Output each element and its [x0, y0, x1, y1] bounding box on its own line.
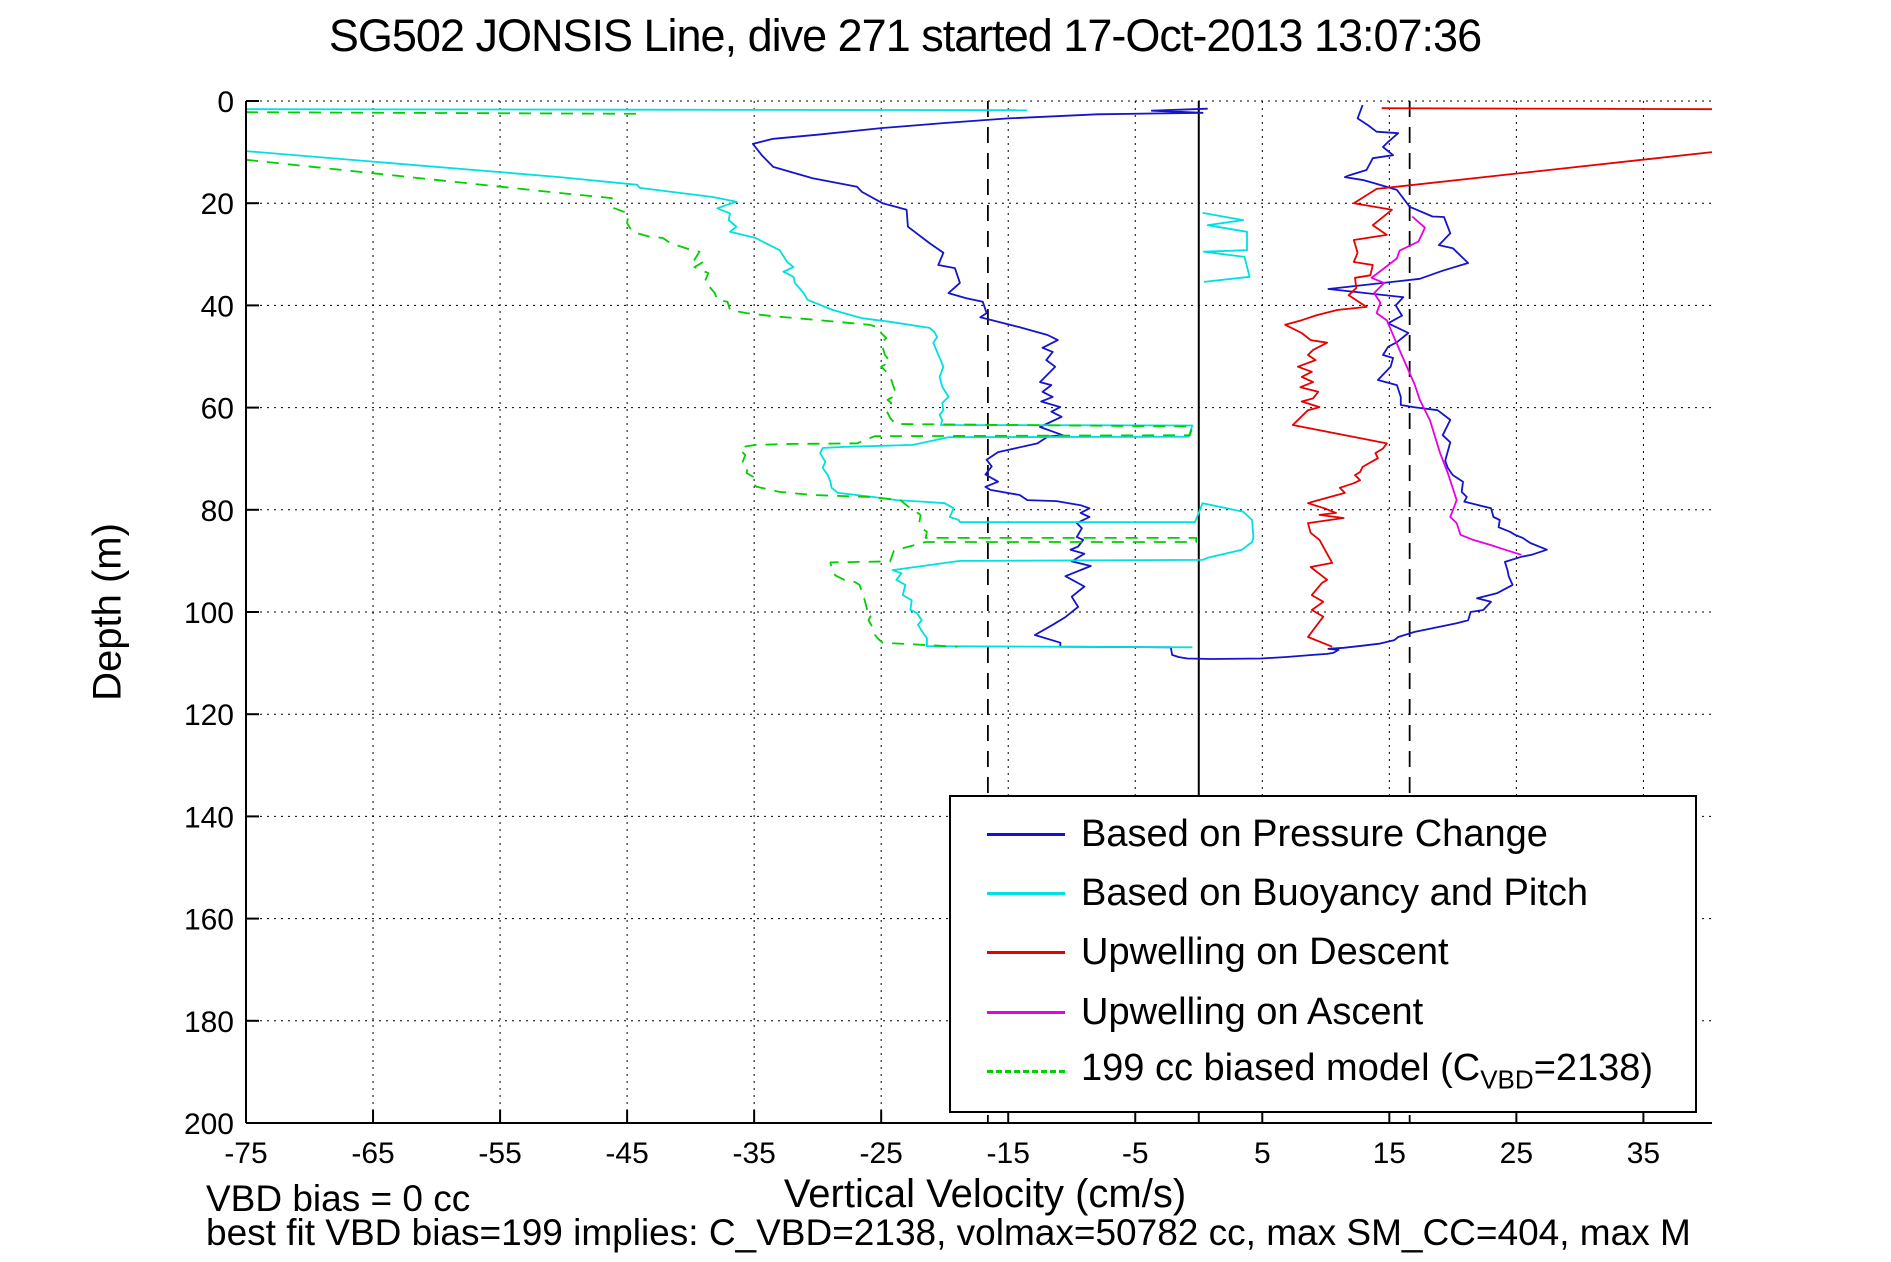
legend-line-blue-icon — [987, 833, 1065, 837]
x-tick-label: -65 — [351, 1137, 394, 1170]
y-tick-label: 80 — [201, 495, 234, 528]
data-series — [245, 104, 1713, 660]
x-axis-label: Vertical Velocity (cm/s) — [783, 1172, 1187, 1216]
x-tick-label: -15 — [987, 1137, 1030, 1170]
y-tick-label: 60 — [201, 393, 234, 426]
legend-label: Based on Buoyancy and Pitch — [1081, 872, 1589, 915]
x-tick-label: -5 — [1122, 1137, 1149, 1170]
y-axis-label: Depth (m) — [85, 523, 130, 701]
y-tick-label: 100 — [184, 597, 234, 630]
series-based-on-buoyancy-and-pitch — [245, 108, 1028, 112]
x-tick-label: -45 — [605, 1137, 648, 1170]
y-tick-label: 20 — [201, 188, 234, 221]
series-based-on-pressure-change — [752, 104, 1548, 660]
legend-item-pressure-change: Based on Pressure Change — [951, 806, 1695, 864]
y-tick-label: 160 — [184, 904, 234, 937]
y-tick-label: 200 — [184, 1108, 234, 1141]
legend-line-cyan-icon — [987, 892, 1065, 896]
x-tick-label: -25 — [860, 1137, 903, 1170]
y-tick-label: 0 — [217, 86, 234, 119]
series-based-on-buoyancy-and-pitch — [245, 150, 1255, 649]
legend-box: Based on Pressure Change Based on Buoyan… — [949, 795, 1697, 1113]
series-upwelling-on-ascent — [1370, 215, 1522, 556]
legend-line-green-dashed-icon — [987, 1069, 1065, 1073]
vbd-bias-annotation: VBD bias = 0 cc — [206, 1178, 471, 1219]
y-tick-label: 120 — [184, 699, 234, 732]
x-tick-label: 35 — [1627, 1137, 1660, 1170]
x-tick-label: 5 — [1254, 1137, 1271, 1170]
legend-item-upwelling-descent: Upwelling on Descent — [951, 924, 1695, 982]
gridlines — [246, 100, 1712, 1123]
series-based-on-buoyancy-and-pitch — [1202, 212, 1251, 283]
x-tick-label: -55 — [478, 1137, 521, 1170]
series-199-cc-biased-model-c-vbd-2138 — [245, 111, 640, 115]
legend-label: Upwelling on Descent — [1081, 931, 1449, 974]
x-tick-label: -35 — [732, 1137, 775, 1170]
series-upwelling-on-descent — [1381, 107, 1713, 111]
legend-label: Upwelling on Ascent — [1081, 990, 1424, 1033]
y-tick-label: 140 — [184, 801, 234, 834]
y-tick-label: 180 — [184, 1006, 234, 1039]
legend-label: 199 cc biased model (CVBD=2138) — [1081, 1047, 1654, 1095]
legend-item-upwelling-ascent: Upwelling on Ascent — [951, 983, 1695, 1041]
y-tick-label: 40 — [201, 290, 234, 323]
legend-item-biased-model: 199 cc biased model (CVBD=2138) — [951, 1042, 1695, 1100]
series-upwelling-on-descent — [1284, 151, 1713, 648]
tick-labels: -75 -65 -55 -45 -35 -25 -15 -5 5 15 25 350204060801… — [184, 86, 1660, 1170]
legend-label: Based on Pressure Change — [1081, 813, 1548, 856]
x-tick-label: 25 — [1500, 1137, 1533, 1170]
x-tick-label: -75 — [224, 1137, 267, 1170]
legend-line-magenta-icon — [987, 1010, 1065, 1014]
legend-item-buoyancy-pitch: Based on Buoyancy and Pitch — [951, 865, 1695, 923]
series-199-cc-biased-model-c-vbd-2138 — [245, 158, 1198, 648]
legend-line-red-icon — [987, 951, 1065, 955]
best-fit-annotation: best fit VBD bias=199 implies: C_VBD=213… — [206, 1212, 1691, 1253]
chart-title: SG502 JONSIS Line, dive 271 started 17-O… — [328, 10, 1482, 61]
x-tick-label: 15 — [1373, 1137, 1406, 1170]
